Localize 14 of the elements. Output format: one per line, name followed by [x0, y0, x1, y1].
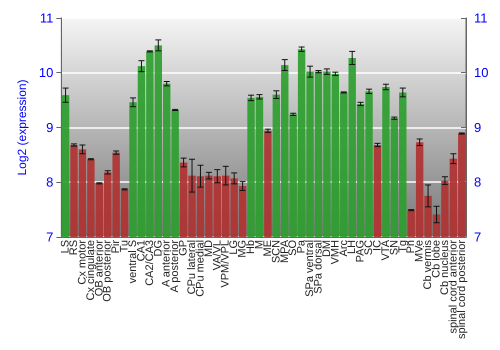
y-tick-label: 9: [46, 120, 54, 135]
x-tick-label: spinal cord posterior: [456, 240, 468, 340]
y2-tick-label: 8: [474, 174, 482, 190]
y-tick-label: 8: [46, 174, 54, 190]
y2-tick-label: 7: [474, 229, 482, 244]
y-axis-title: Log2 (expression): [15, 79, 29, 176]
y-tick-label: 11: [40, 10, 54, 26]
y2-tick-label: 10: [474, 65, 488, 80]
x-tick-label: Tg: [396, 240, 409, 253]
x-tick-label: OB posterior: [102, 240, 114, 302]
y2-tick-label: 11: [474, 10, 488, 26]
y-tick-label: 10: [38, 65, 54, 80]
y-tick-label: 7: [46, 229, 54, 244]
y2-tick-label: 9: [474, 120, 482, 135]
